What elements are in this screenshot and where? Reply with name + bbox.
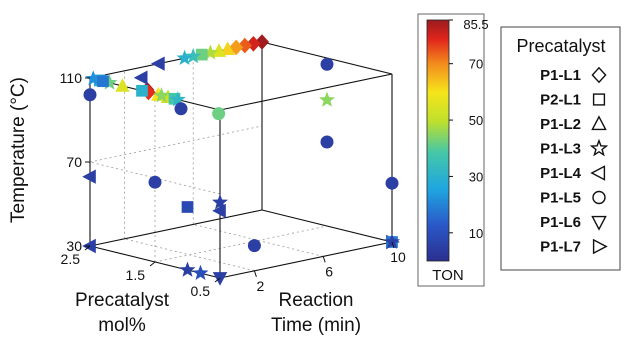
- data-point-diamond-12: [141, 84, 156, 101]
- legend-marker-square-icon: [592, 93, 606, 106]
- cube-edge-0: [219, 241, 393, 279]
- x-axis-label: Reaction Time (min): [271, 290, 361, 336]
- colorbar-tick-label-1: 30: [469, 169, 483, 184]
- legend-entry-label-5: P1-L5: [540, 190, 581, 207]
- data-point-star-8: [185, 47, 202, 64]
- data-point-triangle-left-10: [151, 56, 165, 71]
- legend-entry-label-1: P2-L1: [540, 92, 581, 109]
- data-point-square-37: [181, 201, 194, 213]
- legend-marker-triangle-down-icon: [591, 215, 607, 231]
- x-tick-mark-1: [322, 256, 326, 263]
- colorbar: 10 30 50 70 85.5 TON: [417, 13, 489, 287]
- colorbar-tick-label-0: 10: [469, 226, 483, 241]
- data-points: [82, 34, 400, 286]
- legend-entry-label-0: P1-L1: [540, 67, 581, 84]
- y-tick-label-0: 0.5: [191, 283, 211, 299]
- y-axis-label: Precatalyst mol%: [75, 290, 170, 336]
- colorbar-tick-label-3: 70: [469, 57, 483, 72]
- colorbar-gradient: [426, 19, 450, 262]
- grid-line-back-z-1: [89, 125, 263, 163]
- data-point-diamond-0: [254, 34, 270, 50]
- z-tick-label-1: 70: [66, 154, 82, 170]
- data-point-circle-34: [83, 88, 97, 102]
- legend-frame: [500, 26, 621, 271]
- legend-marker-triangle-right-icon: [592, 238, 608, 255]
- data-point-circle-28: [320, 135, 334, 149]
- cube-edge-11: [89, 209, 263, 247]
- data-point-triangle-left-35: [82, 169, 96, 184]
- data-point-star-27: [319, 91, 335, 107]
- data-point-circle-36: [148, 175, 162, 189]
- legend-title: Precatalyst: [516, 36, 605, 56]
- data-point-triangle-up-4: [220, 41, 235, 55]
- x-axis-title-line-1: Reaction: [279, 290, 354, 311]
- data-point-star-32: [384, 233, 400, 249]
- data-point-triangle-up-20: [115, 78, 130, 92]
- legend-marker-triangle-left-icon: [590, 165, 606, 181]
- data-point-diamond-1: [246, 36, 261, 52]
- data-point-star-6: [202, 44, 219, 60]
- z-axis-label: Temperature (°C): [8, 77, 29, 223]
- legend-marker-diamond-icon: [591, 66, 607, 84]
- data-point-diamond-3: [229, 39, 244, 56]
- axis-ticks: 30 70 110 2 6 10 0.5 1.5 2.5: [60, 70, 406, 299]
- data-point-star-17: [169, 91, 186, 107]
- cube-edge-10: [261, 209, 393, 243]
- x-axis-title-line-2: Time (min): [271, 315, 361, 336]
- data-point-star-42: [179, 261, 196, 277]
- data-point-star-44: [192, 264, 209, 280]
- y-tick-label-1: 1.5: [126, 267, 146, 283]
- data-point-star-15: [153, 87, 170, 103]
- data-point-triangle-down-43: [212, 272, 228, 286]
- data-point-square-23: [97, 75, 109, 88]
- legend-marker-circle-icon: [592, 190, 606, 205]
- colorbar-tick-label-2: 50: [469, 113, 483, 128]
- data-point-circle-41: [247, 239, 261, 253]
- y-axis-title-line-2: mol%: [98, 315, 146, 336]
- legend-entry-label-7: P1-L7: [540, 239, 581, 256]
- x-tick-label-2: 10: [390, 249, 406, 265]
- y-tick-label-2: 2.5: [61, 251, 81, 267]
- y-axis-title-line-1: Precatalyst: [75, 290, 170, 311]
- data-point-square-18: [136, 84, 148, 97]
- legend-entry-label-4: P1-L4: [540, 165, 582, 182]
- grid-line-floor-y-1: [154, 225, 328, 263]
- x-tick-label-1: 6: [325, 263, 333, 279]
- x-tick-label-0: 2: [257, 278, 265, 294]
- legend-entry-label-3: P1-L3: [540, 141, 581, 158]
- z-axis-title: Temperature (°C): [8, 77, 29, 223]
- y-tick-mark-0: [214, 277, 221, 283]
- x-tick-mark-2: [391, 241, 395, 249]
- data-point-star-9: [176, 49, 193, 65]
- colorbar-title: TON: [432, 267, 463, 284]
- colorbar-tick-label-4: 85.5: [463, 17, 488, 32]
- data-point-triangle-up-5: [211, 43, 227, 57]
- data-point-triangle-left-33: [133, 70, 148, 85]
- legend-entry-label-6: P1-L6: [540, 214, 581, 231]
- y-tick-mark-1: [149, 261, 156, 267]
- data-point-circle-26: [320, 57, 334, 71]
- data-point-star-38: [212, 193, 228, 210]
- data-point-circle-29: [385, 176, 399, 190]
- legend-marker-triangle-up-icon: [591, 115, 607, 131]
- legend: Precatalyst P1-L1 P2-L1 P1-L2 P1-L3 P1-L4 P1-…: [500, 26, 621, 271]
- legend-marker-star-icon: [589, 138, 609, 157]
- z-tick-label-2: 110: [60, 70, 83, 86]
- data-point-star-19: [101, 74, 118, 90]
- data-point-circle-25: [212, 107, 226, 121]
- data-point-circle-24: [174, 102, 188, 116]
- legend-entry-label-2: P1-L2: [540, 116, 581, 133]
- data-point-triangle-left-39: [212, 203, 226, 218]
- y-tick-mark-2: [84, 245, 91, 251]
- data-point-star-22: [85, 70, 102, 86]
- x-tick-mark-0: [253, 270, 257, 277]
- z-tick-label-0: 30: [66, 238, 82, 254]
- data-point-square-7: [195, 48, 208, 61]
- cube-edge-5: [219, 73, 393, 111]
